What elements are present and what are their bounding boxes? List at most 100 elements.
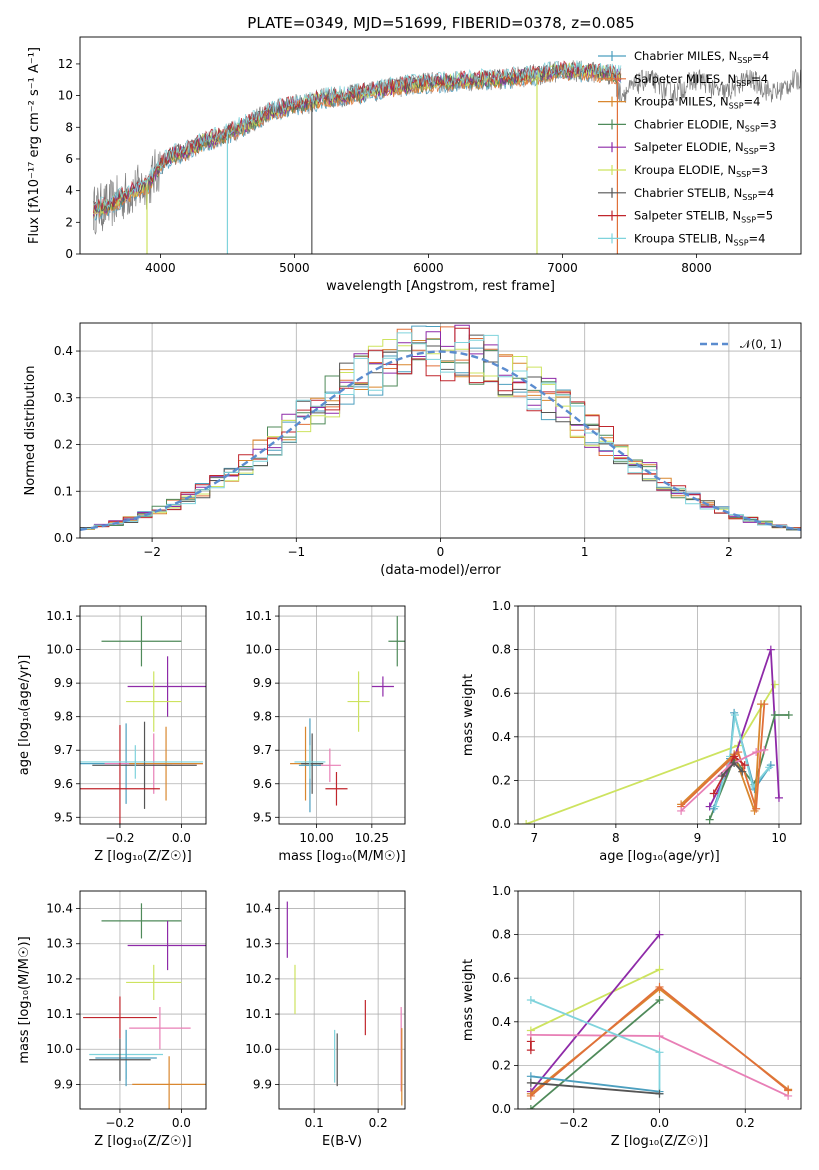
weight-line-6 <box>530 1075 660 1093</box>
weight-line-8 <box>530 1081 660 1095</box>
y-tick-label: 1.0 <box>492 599 511 613</box>
axes-frame <box>79 36 802 255</box>
axes-frame <box>79 890 207 1110</box>
legend-nssp-label: , N <box>728 140 744 154</box>
y-tick-label: 9.9 <box>253 1077 272 1091</box>
legend-entry: Salpeter STELIB, NSSP=5 <box>634 209 773 225</box>
error-bar-point <box>92 721 197 809</box>
axes-frame <box>79 322 802 539</box>
y-axis-label: mass weight <box>461 674 476 756</box>
weight-marker <box>717 772 726 781</box>
y-tick-label: 4 <box>65 184 73 198</box>
y-tick-label: 9.8 <box>253 710 272 724</box>
y-tick-label: 9.7 <box>253 743 272 757</box>
legend-nssp-label: , N <box>725 209 741 223</box>
y-tick-label: 0.6 <box>492 686 511 700</box>
y-tick-label: 10.0 <box>46 643 73 657</box>
model-line-3 <box>93 64 621 217</box>
y-tick-label: 0.1 <box>54 484 73 498</box>
weight-marker <box>655 982 664 991</box>
panel-weight-vs-Z: −0.2 0.0 0.2 0.0 0.2 0.4 0.6 0.8 1.0 Z [log₁₀(Z/Z… <box>461 884 802 1149</box>
legend-nssp-value: =4 <box>751 72 768 86</box>
legend-series-name: Chabrier STELIB <box>634 186 726 200</box>
plot-area-weight-vs-Z <box>526 930 793 1109</box>
y-tick-label: 9.9 <box>54 1077 73 1091</box>
y-tick-label: 10.1 <box>46 609 73 623</box>
legend-nssp-value: =5 <box>756 209 773 223</box>
legend-nssp-subscript: SSP <box>734 238 749 247</box>
x-tick-label: 10 <box>771 831 786 845</box>
legend-series-name: Kroupa MILES <box>634 95 713 109</box>
x-tick-label: −1 <box>287 545 305 559</box>
axes-frame <box>278 890 406 1110</box>
plot-area-weight-vs-age <box>522 645 793 824</box>
weight-marker <box>526 996 535 1004</box>
legend-nssp-subscript: SSP <box>729 102 744 111</box>
y-tick-label: 10 <box>58 89 73 103</box>
weight-marker <box>677 806 686 815</box>
weight-marker <box>760 745 769 754</box>
weight-marker <box>760 700 769 709</box>
x-axis-label: Z [log₁₀(Z/Z☉)] <box>611 1134 708 1149</box>
legend-nssp-value: =4 <box>752 49 769 63</box>
x-tick-label: 7 <box>530 831 538 845</box>
y-tick-label: 9.8 <box>54 710 73 724</box>
weight-line-2 <box>530 999 661 1109</box>
error-bar-point <box>347 671 370 732</box>
legend-nssp-subscript: SSP <box>744 147 759 156</box>
panel-age-vs-Z: −0.2 0.0 9.5 9.6 9.7 9.8 9.9 10.0 10.1 Z [log₁₀(Z… <box>17 605 207 864</box>
histogram-step-4 <box>80 324 801 530</box>
x-tick-label: 0.2 <box>736 1116 755 1130</box>
legend-nssp-subscript: SSP <box>742 193 757 202</box>
plot-area-mass-vs-EBV <box>286 901 403 1106</box>
y-tick-label: 0.6 <box>492 971 511 985</box>
legend-series-name: Chabrier MILES <box>634 49 721 63</box>
weight-marker <box>738 767 747 776</box>
x-tick-label: 8000 <box>681 261 712 275</box>
error-bar-point <box>318 748 341 783</box>
legend-series-name: Chabrier ELODIE <box>634 117 729 131</box>
legend-nssp-subscript: SSP <box>736 79 751 88</box>
model-line-6 <box>93 61 622 214</box>
weight-marker <box>750 806 759 815</box>
legend-series-name: Kroupa ELODIE <box>634 163 720 177</box>
legend-series-name: Salpeter MILES <box>634 72 720 86</box>
weight-marker <box>770 711 779 719</box>
error-bar-point <box>126 964 182 1000</box>
y-tick-label: 0.2 <box>492 773 511 787</box>
panel-spectrum: 4000 5000 6000 7000 8000 0 2 4 6 8 10 12 wavelength … <box>27 36 802 294</box>
legend-series-name: Kroupa STELIB <box>634 231 718 245</box>
weight-marker <box>784 711 793 719</box>
plot-area-residuals <box>80 324 801 531</box>
x-axis-label: (data-model)/error <box>380 563 501 578</box>
error-bar-point <box>301 733 324 794</box>
error-bar-point <box>127 920 206 971</box>
error-bar-point <box>388 616 405 667</box>
legend-nssp-label: , N <box>729 117 745 131</box>
legend-entry: Chabrier STELIB, NSSP=4 <box>634 186 774 202</box>
weight-marker <box>655 1031 664 1040</box>
x-tick-label: 0.0 <box>172 1116 191 1130</box>
weight-marker <box>526 1037 535 1046</box>
weight-line-0 <box>530 968 660 1032</box>
x-tick-label: −2 <box>143 545 161 559</box>
weight-line-6 <box>680 704 766 809</box>
y-tick-label: 0.0 <box>492 1102 511 1116</box>
legend-series-name: Salpeter STELIB <box>634 209 725 223</box>
weight-marker <box>765 763 774 772</box>
weight-marker <box>730 711 739 719</box>
legend-nssp-value: =4 <box>749 231 766 245</box>
panel-age-vs-mass: 10.00 10.25 9.5 9.6 9.7 9.8 9.9 10.0 10.1 mass [l… <box>245 605 406 864</box>
weight-line-8 <box>680 749 765 812</box>
y-tick-label: 10.3 <box>46 937 73 951</box>
legend-nssp-label: , N <box>720 163 736 177</box>
y-tick-label: 0.4 <box>492 730 511 744</box>
error-bar-point <box>325 772 348 806</box>
y-tick-label: 9.6 <box>54 777 73 791</box>
error-bar-point <box>80 745 203 779</box>
y-tick-label: 9.5 <box>253 810 272 824</box>
y-axis-label: mass weight <box>461 959 476 1041</box>
x-tick-label: 6000 <box>413 261 444 275</box>
legend-series-name: Salpeter ELODIE <box>634 140 728 154</box>
y-tick-label: 9.7 <box>54 743 73 757</box>
